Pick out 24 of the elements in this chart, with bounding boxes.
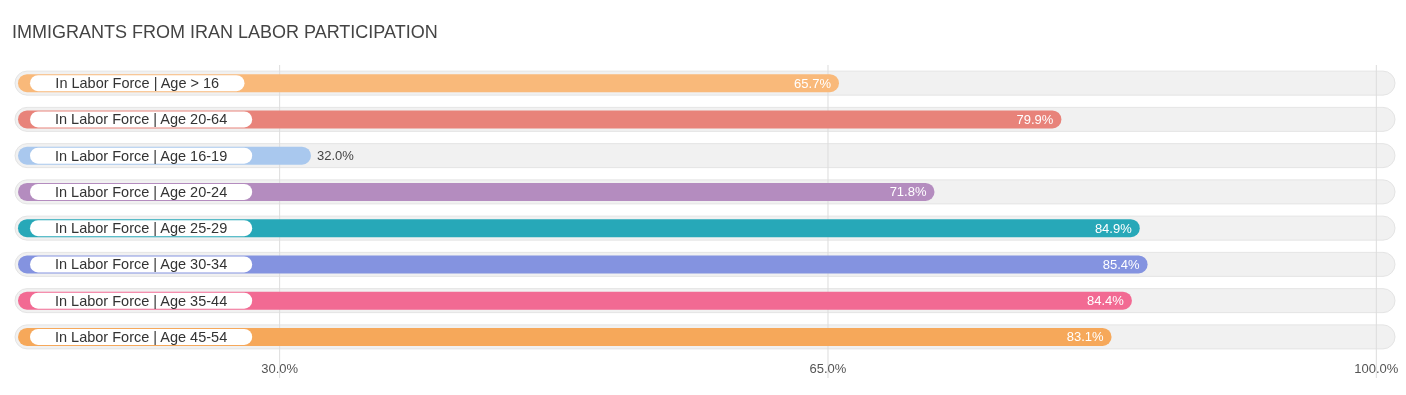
data-label: 65.7% xyxy=(794,75,832,91)
label-pill: In Labor Force | Age > 16 xyxy=(30,75,245,92)
x-tick-label: 30.0% xyxy=(261,361,299,376)
data-label: 83.1% xyxy=(1066,329,1104,345)
y-tick-label: In Labor Force | Age > 16 xyxy=(55,75,220,92)
y-tick-label: In Labor Force | Age 35-44 xyxy=(54,292,228,309)
chart-title: IMMIGRANTS FROM IRAN LABOR PARTICIPATION xyxy=(12,22,438,42)
label-pill: In Labor Force | Age 20-64 xyxy=(30,111,253,128)
y-tick-label: In Labor Force | Age 30-34 xyxy=(54,256,228,273)
data-label: 71.8% xyxy=(889,184,927,200)
label-pill: In Labor Force | Age 30-34 xyxy=(30,256,253,273)
x-tick-label: 65.0% xyxy=(809,361,847,376)
data-label: 32.0% xyxy=(316,148,355,164)
label-pill: In Labor Force | Age 25-29 xyxy=(30,220,253,237)
y-tick-label: In Labor Force | Age 20-24 xyxy=(54,183,228,200)
y-tick-label: In Labor Force | Age 16-19 xyxy=(54,147,228,164)
data-label: 85.4% xyxy=(1102,256,1141,272)
data-label: 84.4% xyxy=(1087,293,1125,309)
x-tick-label: 100.0% xyxy=(1354,361,1399,376)
y-tick-label: In Labor Force | Age 25-29 xyxy=(54,220,228,237)
data-label: 84.9% xyxy=(1094,220,1133,236)
y-tick-label: In Labor Force | Age 45-54 xyxy=(54,328,228,345)
data-label: 79.9% xyxy=(1016,111,1054,127)
y-tick-label: In Labor Force | Age 20-64 xyxy=(54,111,228,128)
